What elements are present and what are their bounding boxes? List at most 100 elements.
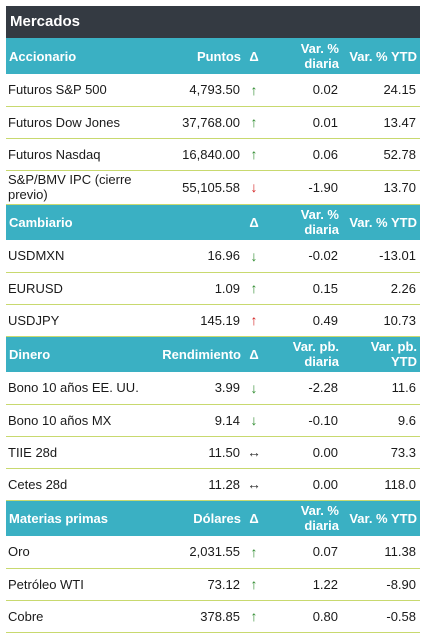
ytd-change: 9.6 xyxy=(342,404,420,437)
instrument-name: S&P/BMV IPC (cierre previo) xyxy=(6,170,146,205)
instrument-name: TIIE 28d xyxy=(6,436,146,469)
up-arrow-icon: ↑ xyxy=(244,138,264,171)
instrument-name: USDJPY xyxy=(6,304,146,337)
ytd-change: -0.58 xyxy=(342,600,420,633)
ytd-change-header: Var. pb. YTD xyxy=(342,336,420,372)
panel-title: Mercados xyxy=(6,6,420,38)
daily-change: -0.10 xyxy=(264,404,342,437)
instrument-value: 37,768.00 xyxy=(146,106,244,139)
delta-column-header: Δ xyxy=(244,500,264,536)
delta-column-header: Δ xyxy=(244,38,264,74)
instrument-name: Bono 10 años EE. UU. xyxy=(6,372,146,405)
instrument-value: 145.19 xyxy=(146,304,244,337)
instrument-value: 73.12 xyxy=(146,568,244,601)
up-arrow-icon: ↑ xyxy=(244,106,264,139)
instrument-name: Futuros Dow Jones xyxy=(6,106,146,139)
section-header-equities: Accionario Puntos Δ Var. % diaria Var. % YTD xyxy=(6,38,420,74)
instrument-name: Oro xyxy=(6,536,146,569)
table-row: Futuros Nasdaq 16,840.00 ↑ 0.06 52.78 xyxy=(6,138,420,171)
instrument-name: Cetes 28d xyxy=(6,468,146,501)
ytd-change: 24.15 xyxy=(342,74,420,107)
down-arrow-icon: ↓ xyxy=(244,240,264,273)
up-arrow-icon: ↑ xyxy=(244,600,264,633)
table-row: Oro 2,031.55 ↑ 0.07 11.38 xyxy=(6,536,420,569)
ytd-change-header: Var. % YTD xyxy=(342,500,420,536)
instrument-name: USDMXN xyxy=(6,240,146,273)
instrument-value: 378.85 xyxy=(146,600,244,633)
daily-change: 0.00 xyxy=(264,436,342,469)
section-title: Materias primas xyxy=(6,500,146,536)
table-row: Bono 10 años EE. UU. 3.99 ↓ -2.28 11.6 xyxy=(6,372,420,405)
value-column-header: Puntos xyxy=(146,38,244,74)
ytd-change: 118.0 xyxy=(342,468,420,501)
table-row: Cetes 28d 11.28 ↔ 0.00 118.0 xyxy=(6,468,420,501)
ytd-change: 10.73 xyxy=(342,304,420,337)
daily-change: -2.28 xyxy=(264,372,342,405)
daily-change: 0.06 xyxy=(264,138,342,171)
daily-change-header: Var. % diaria xyxy=(264,38,342,74)
instrument-value: 16,840.00 xyxy=(146,138,244,171)
markets-table: Accionario Puntos Δ Var. % diaria Var. % YTD… xyxy=(6,38,420,633)
table-row: Bono 10 años MX 9.14 ↓ -0.10 9.6 xyxy=(6,404,420,437)
delta-column-header: Δ xyxy=(244,336,264,372)
instrument-name: Futuros Nasdaq xyxy=(6,138,146,171)
section-header-money: Dinero Rendimiento Δ Var. pb. diaria Var. pb… xyxy=(6,336,420,372)
instrument-value: 9.14 xyxy=(146,404,244,437)
ytd-change: 11.6 xyxy=(342,372,420,405)
delta-column-header: Δ xyxy=(244,204,264,240)
ytd-change: -8.90 xyxy=(342,568,420,601)
instrument-value: 4,793.50 xyxy=(146,74,244,107)
table-row: Futuros S&P 500 4,793.50 ↑ 0.02 24.15 xyxy=(6,74,420,107)
daily-change: 0.00 xyxy=(264,468,342,501)
instrument-name: EURUSD xyxy=(6,272,146,305)
instrument-value: 11.50 xyxy=(146,436,244,469)
up-arrow-icon: ↑ xyxy=(244,74,264,107)
instrument-value: 3.99 xyxy=(146,372,244,405)
daily-change: 0.07 xyxy=(264,536,342,569)
up-arrow-icon: ↑ xyxy=(244,536,264,569)
instrument-value: 55,105.58 xyxy=(146,170,244,205)
instrument-name: Bono 10 años MX xyxy=(6,404,146,437)
table-row: Cobre 378.85 ↑ 0.80 -0.58 xyxy=(6,600,420,633)
up-arrow-icon: ↑ xyxy=(244,304,264,337)
ytd-change-header: Var. % YTD xyxy=(342,204,420,240)
instrument-value: 16.96 xyxy=(146,240,244,273)
table-row: Petróleo WTI 73.12 ↑ 1.22 -8.90 xyxy=(6,568,420,601)
table-row: USDJPY 145.19 ↑ 0.49 10.73 xyxy=(6,304,420,337)
daily-change: 0.15 xyxy=(264,272,342,305)
up-arrow-icon: ↑ xyxy=(244,568,264,601)
section-title: Cambiario xyxy=(6,204,146,240)
instrument-name: Futuros S&P 500 xyxy=(6,74,146,107)
down-arrow-icon: ↓ xyxy=(244,404,264,437)
ytd-change: 13.47 xyxy=(342,106,420,139)
value-column-header: Rendimiento xyxy=(146,336,244,372)
daily-change-header: Var. % diaria xyxy=(264,500,342,536)
section-header-fx: Cambiario Δ Var. % diaria Var. % YTD xyxy=(6,204,420,240)
ytd-change: 2.26 xyxy=(342,272,420,305)
down-arrow-icon: ↓ xyxy=(244,170,264,205)
daily-change: 0.80 xyxy=(264,600,342,633)
ytd-change: 52.78 xyxy=(342,138,420,171)
up-arrow-icon: ↑ xyxy=(244,272,264,305)
flat-arrow-icon: ↔ xyxy=(244,468,264,501)
table-row: EURUSD 1.09 ↑ 0.15 2.26 xyxy=(6,272,420,305)
table-row: USDMXN 16.96 ↓ -0.02 -13.01 xyxy=(6,240,420,273)
ytd-change: 11.38 xyxy=(342,536,420,569)
daily-change: 0.49 xyxy=(264,304,342,337)
table-row: Futuros Dow Jones 37,768.00 ↑ 0.01 13.47 xyxy=(6,106,420,139)
daily-change: 1.22 xyxy=(264,568,342,601)
section-title: Accionario xyxy=(6,38,146,74)
daily-change-header: Var. pb. diaria xyxy=(264,336,342,372)
instrument-value: 2,031.55 xyxy=(146,536,244,569)
daily-change: 0.02 xyxy=(264,74,342,107)
ytd-change: 13.70 xyxy=(342,170,420,205)
ytd-change: 73.3 xyxy=(342,436,420,469)
value-column-header xyxy=(146,204,244,240)
instrument-name: Cobre xyxy=(6,600,146,633)
flat-arrow-icon: ↔ xyxy=(244,436,264,469)
daily-change-header: Var. % diaria xyxy=(264,204,342,240)
instrument-value: 1.09 xyxy=(146,272,244,305)
down-arrow-icon: ↓ xyxy=(244,372,264,405)
daily-change: -0.02 xyxy=(264,240,342,273)
